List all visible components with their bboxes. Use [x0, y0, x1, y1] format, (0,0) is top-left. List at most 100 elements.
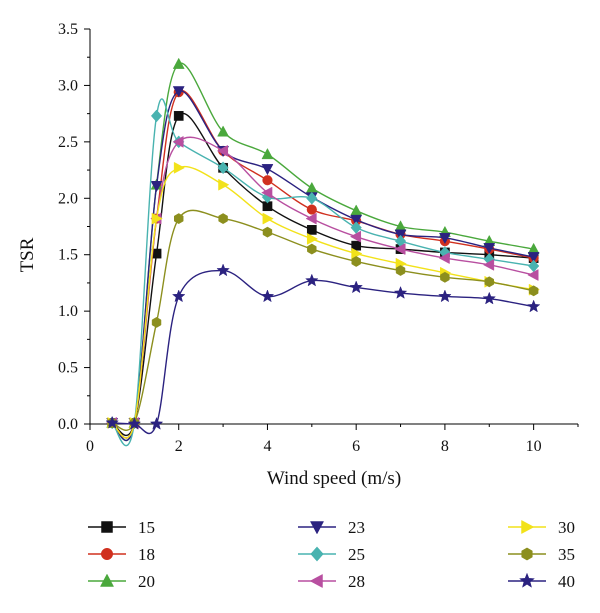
- series-20-point: [261, 147, 274, 160]
- legend-marker: [100, 547, 114, 561]
- series-30-point: [151, 212, 163, 225]
- legend-item-15: 15: [88, 518, 155, 537]
- legend-item-20: 20: [88, 572, 155, 591]
- legend-marker: [519, 572, 535, 588]
- legend-item-18: 18: [88, 545, 155, 564]
- legend-label: 23: [348, 518, 365, 537]
- legend-item-30: 30: [508, 518, 575, 537]
- series-30-point: [262, 212, 274, 225]
- series-15: [107, 111, 539, 436]
- series-25-line: [111, 98, 534, 447]
- legend-label: 28: [348, 572, 365, 591]
- series-25-point: [217, 161, 229, 175]
- series-35-point: [262, 226, 273, 238]
- series-40-point: [393, 285, 408, 299]
- series-28-point: [305, 212, 317, 225]
- y-tick-label: 1.5: [58, 247, 78, 264]
- series-35-point: [484, 276, 494, 288]
- legend-label: 18: [138, 545, 155, 564]
- legend-item-40: 40: [508, 572, 575, 591]
- x-tick-label: 10: [526, 438, 542, 455]
- series-35-point: [351, 256, 361, 267]
- legend-marker: [309, 521, 325, 535]
- series-35-point: [395, 265, 406, 276]
- series-35-point: [218, 213, 228, 225]
- series-20-point: [172, 57, 185, 69]
- legend-label: 40: [558, 572, 575, 591]
- series-40-point: [260, 289, 275, 303]
- series-30-point: [173, 161, 186, 174]
- series-20-point: [350, 204, 363, 216]
- series-28-point: [216, 144, 228, 157]
- series-15-point: [173, 111, 184, 121]
- series-25-point: [150, 109, 163, 123]
- legend-item-35: 35: [508, 545, 575, 564]
- y-tick-label: 3.5: [58, 21, 78, 38]
- legend-marker: [99, 573, 115, 587]
- series-18-point: [306, 204, 317, 215]
- series-23-point: [172, 86, 185, 98]
- series-40-point: [349, 280, 363, 294]
- y-tick-label: 0.5: [58, 360, 78, 377]
- series-23-point: [527, 252, 540, 264]
- series-28-point: [482, 258, 495, 271]
- y-tick-label: 0.0: [58, 416, 78, 433]
- series-28-point: [438, 252, 450, 265]
- series-23-point: [483, 243, 496, 255]
- series-35-point: [528, 285, 539, 297]
- legend-label: 25: [348, 545, 365, 564]
- series-15-point: [306, 225, 317, 235]
- series-20-point: [217, 125, 230, 137]
- legend: 15 18 20 23 25 28 30 35 40: [88, 518, 575, 591]
- legend-marker: [101, 521, 113, 533]
- y-tick-label: 2.0: [58, 190, 78, 207]
- series-40-point: [105, 415, 119, 429]
- x-axis-title: Wind speed (m/s): [267, 468, 401, 489]
- legend-marker: [521, 547, 533, 561]
- series-28-point: [172, 135, 184, 148]
- legend-marker: [310, 546, 324, 562]
- series-40-point: [482, 291, 497, 305]
- legend-label: 35: [558, 545, 575, 564]
- series-35-point: [174, 213, 184, 225]
- legend-label: 20: [138, 572, 155, 591]
- y-axis-title: TSR: [17, 237, 38, 272]
- series-23-point: [350, 214, 363, 227]
- y-tick-label: 3.0: [58, 77, 78, 94]
- series-23-point: [261, 164, 274, 176]
- legend-label: 30: [558, 518, 575, 537]
- series-40-point: [216, 263, 230, 277]
- series-23-point: [438, 232, 451, 245]
- series-23-point: [150, 181, 163, 193]
- x-tick-label: 8: [441, 438, 449, 455]
- series-40: [105, 263, 541, 435]
- x-tick-label: 0: [86, 438, 94, 455]
- series-35: [107, 209, 539, 431]
- series-15-line: [111, 112, 534, 436]
- y-tick-label: 1.0: [58, 303, 78, 320]
- series-28-point: [527, 269, 539, 281]
- x-tick-label: 4: [263, 438, 271, 455]
- series-28-point: [349, 230, 362, 243]
- legend-label: 15: [138, 518, 155, 537]
- legend-item-28: 28: [298, 572, 365, 591]
- series-40-point: [127, 416, 142, 430]
- series-40-point: [438, 289, 452, 303]
- x-tick-label: 6: [352, 438, 360, 455]
- series-30-line: [111, 165, 534, 439]
- series-28-point: [261, 186, 273, 199]
- y-tick-label: 2.5: [58, 134, 78, 151]
- legend-item-25: 25: [298, 545, 365, 564]
- series-20: [106, 57, 540, 442]
- series-40-point: [305, 273, 319, 287]
- series-layer: [105, 57, 541, 447]
- series-18-point: [262, 175, 273, 186]
- series-28-point: [394, 243, 406, 256]
- axes: 0 2 4 6 8 10 0.0 0.5 1.0 1.5 2.0 2.5 3.0 3.5: [58, 21, 579, 455]
- series-35-point: [307, 243, 317, 255]
- series-28-line: [111, 136, 534, 439]
- x-tick-label: 2: [175, 438, 183, 455]
- series-40-point: [171, 289, 186, 303]
